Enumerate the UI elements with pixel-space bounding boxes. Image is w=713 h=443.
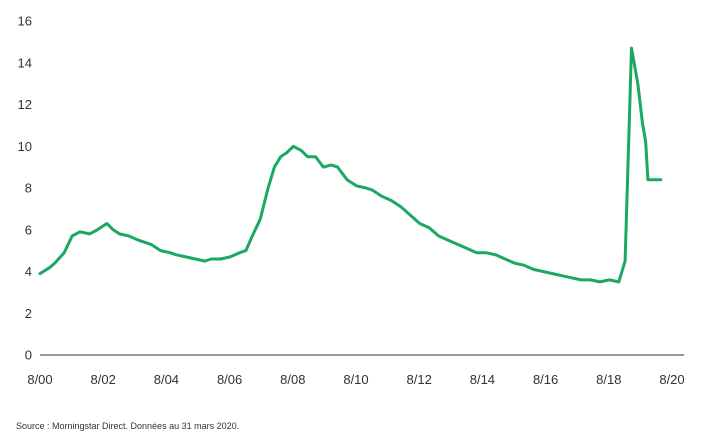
x-tick-label: 8/08 [280, 372, 305, 387]
y-tick-label: 4 [25, 264, 32, 279]
y-tick-label: 2 [25, 306, 32, 321]
x-tick-label: 8/20 [659, 372, 684, 387]
x-tick-label: 8/10 [343, 372, 368, 387]
y-tick-label: 8 [25, 181, 32, 196]
x-tick-label: 8/04 [154, 372, 179, 387]
x-tick-label: 8/16 [533, 372, 558, 387]
x-axis-ticks: 8/00 8/02 8/04 8/06 8/08 8/10 8/12 8/14 8/16 8/18… [27, 372, 684, 387]
source-note: Source : Morningstar Direct. Données au … [16, 421, 240, 431]
y-tick-label: 10 [18, 139, 32, 154]
x-tick-label: 8/18 [596, 372, 621, 387]
y-axis-ticks: 0 2 4 6 8 10 12 14 16 [18, 14, 32, 363]
x-tick-label: 8/12 [407, 372, 432, 387]
y-tick-label: 6 [25, 222, 32, 237]
y-tick-label: 14 [18, 55, 32, 70]
y-tick-label: 0 [25, 348, 32, 363]
series-group [38, 46, 663, 284]
x-tick-label: 8/06 [217, 372, 242, 387]
y-tick-label: 16 [18, 14, 32, 29]
x-tick-label: 8/00 [27, 372, 52, 387]
y-tick-label: 12 [18, 97, 32, 112]
series-line [38, 46, 663, 284]
x-tick-label: 8/02 [91, 372, 116, 387]
x-tick-label: 8/14 [470, 372, 495, 387]
